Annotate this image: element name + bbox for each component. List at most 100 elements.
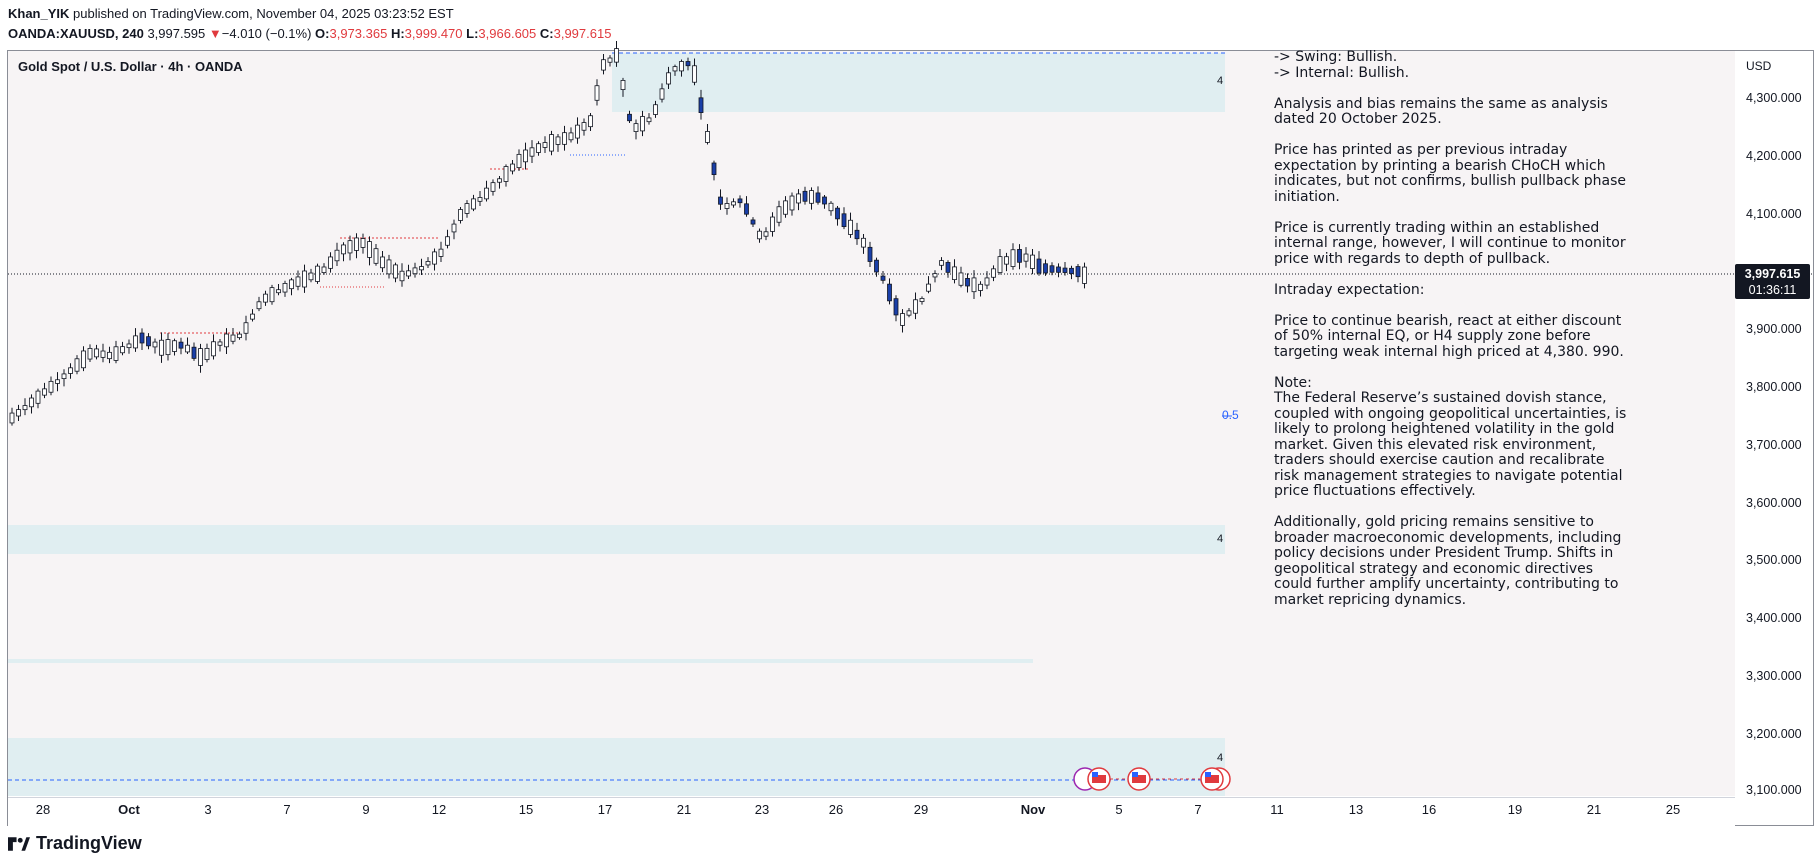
candle-body	[1043, 263, 1048, 274]
candle-body	[412, 267, 418, 275]
low-value: 3,966.605	[478, 26, 537, 41]
high-value: 3,999.470	[404, 26, 463, 41]
y-tick: 3,400.000	[1746, 611, 1802, 625]
candle-body	[919, 298, 925, 302]
candle-body	[373, 248, 379, 264]
candle-body	[406, 270, 411, 277]
candle-body	[386, 259, 392, 275]
candle-body	[997, 256, 1003, 273]
candle-body	[393, 264, 398, 279]
candle-body	[893, 298, 899, 316]
analysis-bias: -> Swing: Bullish. -> Internal: Bullish.	[1274, 49, 1634, 81]
x-tick: 7	[283, 802, 291, 817]
candle-body	[516, 153, 522, 169]
analysis-paragraph: Price has printed as per previous intrad…	[1274, 142, 1627, 205]
y-tick: 3,800.000	[1746, 380, 1802, 394]
candle-body	[698, 97, 704, 113]
candle-body	[906, 310, 912, 316]
candle-body	[237, 333, 242, 339]
currency-label[interactable]: USD	[1746, 59, 1772, 73]
candle-body	[87, 348, 93, 360]
y-tick: 3,900.000	[1746, 322, 1802, 336]
candle-body	[744, 203, 749, 215]
candle-body	[178, 341, 184, 349]
candle-body	[562, 132, 567, 145]
candle-body	[35, 390, 41, 404]
candle-body	[185, 344, 190, 353]
candle-body	[666, 72, 671, 85]
candle-body	[438, 248, 444, 257]
candle-body	[367, 241, 372, 258]
us-flag-icon	[1073, 767, 1111, 791]
candle-body	[74, 358, 80, 372]
candle-body	[341, 244, 346, 255]
candle-body	[484, 187, 489, 200]
candle-body	[451, 223, 457, 233]
candle-body	[945, 262, 951, 273]
x-tick: 25	[1665, 802, 1681, 817]
note-title: Note:	[1274, 374, 1312, 391]
y-tick: 3,500.000	[1746, 553, 1802, 567]
analysis-paragraph: The Federal Reserve’s sustained dovish s…	[1274, 390, 1627, 499]
candle-body	[646, 117, 652, 123]
candle-body	[1069, 267, 1074, 274]
x-tick: 21	[676, 802, 692, 817]
candle-body	[334, 249, 340, 262]
candle-body	[1082, 266, 1087, 284]
candle-body	[295, 276, 301, 287]
candle-body	[575, 124, 580, 139]
x-tick: 21	[1586, 802, 1602, 817]
candle-body	[926, 283, 931, 292]
candle-body	[692, 65, 697, 83]
candle-body	[224, 333, 229, 348]
candle-body	[42, 388, 47, 396]
us-flag-icon	[1200, 767, 1231, 791]
candle-body	[380, 256, 385, 269]
author-name[interactable]: Khan_YIK	[8, 6, 70, 21]
candle-body	[458, 209, 463, 221]
x-tick: 3	[204, 802, 212, 817]
tradingview-logo[interactable]: TradingView	[8, 833, 142, 854]
price-axis[interactable]	[1736, 51, 1813, 796]
candle-body	[594, 85, 600, 101]
candle-body	[568, 132, 574, 141]
candle-body	[633, 123, 639, 132]
last-price: 3,997.595	[147, 26, 206, 41]
analysis-paragraph: Price is currently trading within an est…	[1274, 219, 1626, 267]
y-tick: 3,700.000	[1746, 438, 1802, 452]
candle-body	[198, 348, 203, 366]
candle-body	[133, 335, 138, 349]
chart-plot-area[interactable]	[8, 51, 1735, 796]
candle-body	[113, 346, 119, 361]
candle-body	[932, 273, 938, 278]
candle-body	[16, 409, 21, 417]
high-label: H:	[390, 26, 405, 41]
x-tick: Nov	[1020, 802, 1046, 817]
candle-body	[432, 251, 437, 265]
candle-body	[419, 266, 424, 271]
candle-body	[620, 80, 626, 90]
analysis-paragraph: Analysis and bias remains the same as an…	[1274, 95, 1608, 127]
candle-body	[984, 277, 990, 286]
candle-body	[1017, 249, 1022, 263]
demand-zone-bottom	[8, 738, 1225, 796]
candle-body	[81, 350, 86, 369]
x-tick: 5	[1115, 802, 1123, 817]
chart-symbol-title[interactable]: Gold Spot / U.S. Dollar · 4h · OANDA	[18, 59, 243, 74]
x-tick: 26	[828, 802, 844, 817]
candle-body	[588, 115, 593, 128]
candle-body	[841, 213, 847, 228]
candle-body	[120, 346, 125, 354]
zone-label: 4	[1217, 75, 1224, 87]
candle-body	[874, 259, 879, 273]
candle-body	[737, 198, 743, 204]
symbol-label[interactable]: OANDA:XAUUSD, 240	[8, 26, 144, 41]
candle-body	[1036, 258, 1042, 274]
analysis-paragraph: Additionally, gold pricing remains sensi…	[1274, 514, 1622, 608]
time-axis[interactable]	[8, 797, 1735, 826]
candle-body	[659, 88, 665, 100]
open-value: 3,973.365	[329, 26, 388, 41]
y-tick: 3,200.000	[1746, 727, 1802, 741]
candle-body	[1049, 265, 1055, 273]
